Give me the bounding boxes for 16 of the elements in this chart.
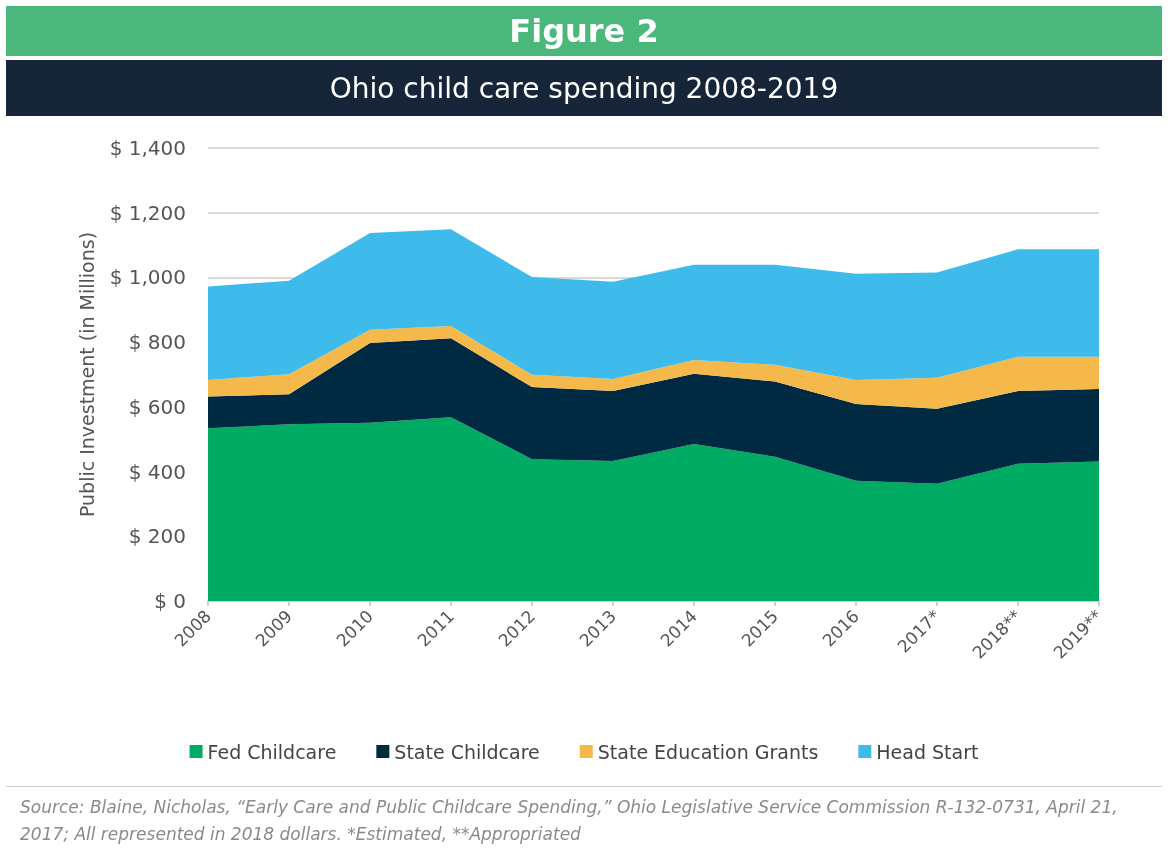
legend-label: State Childcare [394, 740, 540, 763]
y-axis-title: Public Investment (in Millions) [75, 231, 98, 518]
legend-label: State Education Grants [597, 740, 819, 763]
legend-label: Head Start [876, 740, 979, 763]
y-tick-label: $ 800 [128, 330, 186, 355]
y-tick-label: $ 0 [154, 589, 186, 613]
y-tick-label: $ 1,200 [109, 200, 186, 225]
y-tick-label: $ 200 [128, 524, 186, 549]
y-tick-label: $ 600 [128, 394, 186, 419]
y-tick-label: $ 1,000 [109, 265, 186, 290]
y-tick-label: $ 400 [128, 459, 186, 484]
chart-title: Figure 2 [6, 6, 1162, 56]
chart-subtitle: Ohio child care spending 2008-2019 [6, 60, 1162, 116]
y-tick-label: $ 1,400 [109, 136, 186, 160]
source-note: Source: Blaine, Nicholas, “Early Care and Public Childcare Spending,” Ohio Legislative Service Commission R-132-0731, April 21, 2017; All represented in 2018 dollars. *Estimated, **Appropriated [20, 796, 1119, 846]
legend-label: Fed Childcare [207, 740, 337, 763]
